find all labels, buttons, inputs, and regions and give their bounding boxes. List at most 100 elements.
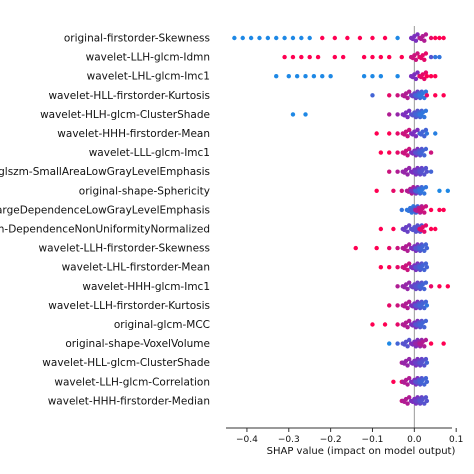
shap-point: [424, 303, 430, 308]
shap-point: [428, 150, 434, 155]
shap-point: [423, 395, 429, 400]
shap-point: [387, 341, 392, 346]
feature-label: wavelet-HLH-glcm-ClusterShade: [40, 109, 210, 121]
shap-point: [403, 339, 409, 344]
shap-point: [391, 379, 396, 384]
feature-label: wavelet-LLH-firstorder-Kurtosis: [48, 300, 210, 312]
shap-point: [403, 396, 409, 402]
shap-point: [403, 282, 409, 287]
shap-point: [332, 35, 338, 41]
shap-point: [328, 74, 333, 79]
shap-point: [433, 93, 438, 98]
shap-point: [403, 301, 409, 306]
shap-point: [374, 245, 379, 251]
shap-point: [240, 35, 245, 41]
shap-point: [420, 377, 425, 383]
feature-label: wavelet-HHH-firstorder-Mean: [57, 128, 210, 140]
shap-point: [441, 341, 446, 346]
shap-point: [423, 204, 429, 209]
shap-point: [441, 93, 446, 98]
shap-point: [286, 74, 291, 79]
feature-label: original-shape-Sphericity: [79, 185, 210, 197]
shap-point: [433, 131, 438, 136]
shap-point: [415, 51, 420, 56]
shap-point: [420, 205, 425, 211]
shap-point: [405, 153, 410, 158]
shap-point: [374, 131, 379, 136]
shap-point: [403, 377, 409, 383]
shap-point: [387, 150, 392, 155]
shap-point: [406, 223, 412, 228]
shap-point: [248, 35, 254, 41]
shap-point: [399, 207, 404, 213]
shap-point: [420, 301, 425, 306]
shap-point: [428, 207, 434, 213]
x-tick-label: −0.4: [236, 435, 258, 445]
shap-point: [420, 72, 425, 77]
shap-point: [424, 93, 430, 98]
shap-point: [403, 167, 409, 173]
feature-label: wavelet-HLL-firstorder-Kurtosis: [48, 90, 210, 102]
shap-point: [403, 358, 409, 364]
shap-point: [405, 229, 410, 234]
shap-point: [357, 35, 363, 41]
shap-point: [315, 54, 321, 60]
feature-label: wavelet-HHH-glcm-Imc1: [82, 281, 210, 293]
shap-point: [395, 322, 400, 327]
shap-point: [299, 35, 304, 41]
shap-point: [307, 35, 312, 41]
shap-point: [405, 134, 410, 139]
shap-point: [437, 188, 442, 193]
shap-point: [403, 320, 409, 325]
shap-point: [395, 93, 400, 98]
shap-point: [420, 186, 425, 192]
shap-point: [391, 226, 396, 232]
x-tick-label: 0.0: [407, 435, 422, 445]
shap-point: [420, 34, 425, 39]
shap-point: [423, 51, 429, 56]
x-tick-label: −0.3: [278, 435, 300, 445]
shap-point: [420, 167, 425, 173]
shap-point: [395, 150, 400, 155]
shap-point: [445, 284, 451, 289]
x-tick-label: 0.1: [449, 435, 463, 445]
shap-point: [405, 95, 410, 101]
shap-point: [406, 318, 412, 324]
shap-point: [403, 129, 409, 134]
shap-point: [406, 89, 412, 94]
shap-point: [412, 129, 417, 134]
shap-point: [387, 245, 392, 251]
shap-point: [370, 93, 375, 98]
shap-point: [428, 35, 434, 41]
shap-point: [433, 74, 438, 79]
shap-point: [382, 35, 388, 41]
shap-point: [415, 32, 420, 37]
shap-point: [406, 299, 412, 304]
shap-point: [361, 74, 367, 79]
shap-point: [423, 376, 429, 381]
shap-point: [395, 245, 400, 251]
shap-point: [374, 188, 379, 193]
feature-label: wavelet-LHL-firstorder-Mean: [62, 262, 210, 274]
shap-point: [405, 286, 410, 292]
shap-point: [303, 112, 308, 117]
shap-point: [406, 146, 412, 152]
shap-point: [413, 76, 419, 82]
shap-point: [420, 263, 425, 268]
shap-point: [437, 284, 442, 289]
shap-point: [282, 54, 287, 60]
shap-point: [424, 265, 430, 270]
shap-point: [423, 127, 429, 133]
shap-point: [422, 344, 427, 349]
shap-point: [423, 146, 429, 152]
shap-point: [422, 57, 427, 62]
shap-point: [399, 54, 404, 60]
shap-point: [420, 358, 425, 364]
feature-label: wavelet-LLL-glcm-Imc1: [89, 147, 210, 159]
shap-point: [405, 344, 410, 349]
feature-label: argeDependenceLowGrayLevelEmphasis: [0, 204, 210, 216]
shap-point: [424, 379, 430, 384]
shap-point: [290, 54, 296, 60]
shap-point: [437, 54, 442, 60]
shap-point: [294, 74, 300, 79]
